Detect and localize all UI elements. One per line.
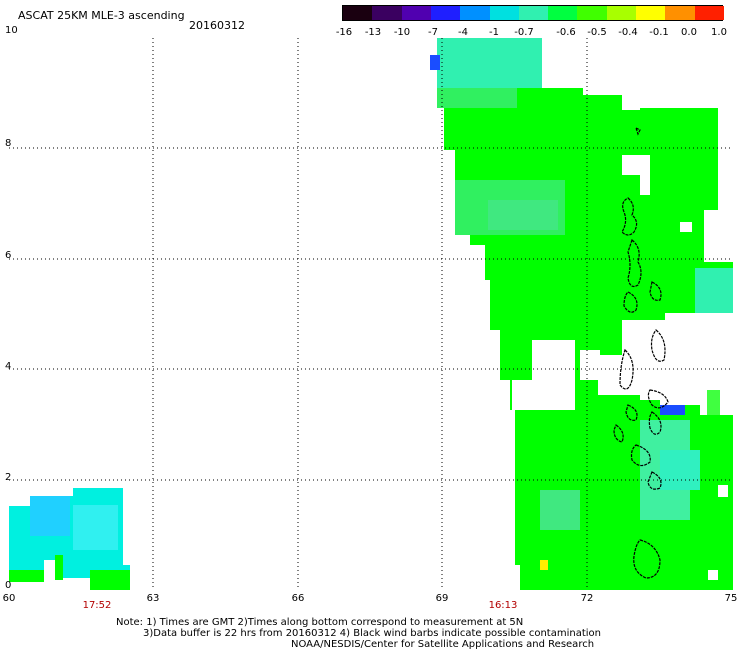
green-cell [90, 570, 130, 590]
colorbar-label: 0.0 [681, 27, 697, 38]
aqua-region [660, 450, 700, 490]
island-outline [634, 126, 641, 136]
colorbar-segment [401, 6, 432, 20]
colorbar-label: 1.0 [711, 27, 727, 38]
time-label-left: 17:52 [82, 600, 112, 611]
x-tick-label-66: 66 [291, 593, 305, 604]
colorbar-label: -0.5 [587, 27, 607, 38]
note-line-3: NOAA/NESDIS/Center for Satellite Applica… [291, 639, 595, 650]
colorbar-label: -7 [428, 27, 438, 38]
colorbar-segment [489, 6, 520, 20]
island-outline [647, 389, 669, 409]
light-green-region [488, 200, 558, 230]
colorbar-label: -0.6 [556, 27, 576, 38]
data-gap [532, 340, 575, 355]
colorbar-segment [636, 6, 666, 20]
colorbar-segment [343, 6, 373, 20]
island-outline [648, 411, 662, 435]
colorbar-label: -13 [364, 27, 382, 38]
colorbar-label: -16 [335, 27, 353, 38]
colorbar-segment [430, 6, 461, 20]
data-gap [718, 485, 728, 497]
colorbar [342, 5, 725, 21]
green-cell [707, 390, 720, 415]
colorbar-label: -4 [458, 27, 468, 38]
x-tick-label-75: 75 [724, 593, 738, 604]
blue-cell [660, 405, 685, 415]
colorbar-segment [460, 6, 491, 20]
island-outline [623, 291, 638, 313]
green-cell [55, 555, 63, 580]
y-tick-label-4: 4 [5, 361, 12, 372]
island-outline [633, 539, 661, 579]
island-outline [650, 329, 666, 362]
island-outline [627, 238, 642, 288]
coastline [613, 126, 669, 579]
blue-cell [430, 55, 440, 70]
map-date: 20160312 [189, 19, 245, 32]
colorbar-segment [665, 6, 696, 20]
light-green-region [437, 88, 517, 108]
y-tick-label-2: 2 [5, 472, 12, 483]
green-cell [9, 570, 44, 582]
note-line-1: Note: 1) Times are GMT 2)Times along bot… [116, 617, 524, 628]
colorbar-segment [577, 6, 608, 20]
colorbar-label: -10 [393, 27, 411, 38]
island-outline [613, 424, 624, 443]
aqua-region [437, 38, 542, 88]
colorbar-segment [372, 6, 403, 20]
island-outline [625, 404, 638, 421]
x-tick-label-63: 63 [146, 593, 160, 604]
data-gap [583, 75, 622, 95]
island-outline [647, 471, 662, 490]
data-gap [680, 222, 692, 232]
colorbar-label: -0.1 [649, 27, 669, 38]
x-tick-label-60: 60 [2, 593, 16, 604]
colorbar-segment [694, 6, 725, 20]
island-outline [649, 281, 662, 301]
data-gap [622, 155, 650, 195]
note-line-2: 3)Data buffer is 22 hrs from 20160312 4)… [143, 628, 601, 639]
light-green-region [540, 490, 580, 530]
colorbar-label: -1 [489, 27, 499, 38]
colorbar-label: -0.4 [618, 27, 638, 38]
colorbar-label: -0.7 [514, 27, 534, 38]
data-gap [708, 570, 718, 580]
cyan-cell [73, 505, 118, 550]
wind-data-layer [9, 38, 733, 590]
colorbar-segment [606, 6, 637, 20]
island-outline [630, 444, 651, 467]
x-tick-label-72: 72 [580, 593, 594, 604]
y-tick-label-8: 8 [5, 138, 12, 149]
y-tick-label-0: 0 [5, 580, 12, 591]
cyan-cell [30, 496, 70, 536]
island-outline [619, 348, 634, 390]
island-outline [621, 197, 638, 236]
yellow-cell [540, 560, 548, 570]
x-tick-label-69: 69 [435, 593, 449, 604]
aqua-region [695, 268, 733, 313]
data-gap [512, 380, 575, 410]
y-tick-label-10: 10 [5, 25, 18, 36]
time-label-right: 16:13 [488, 600, 518, 611]
map-title: ASCAT 25KM MLE-3 ascending [18, 9, 185, 22]
colorbar-segment [548, 6, 578, 20]
grid-lines [9, 38, 733, 590]
y-tick-label-6: 6 [5, 250, 12, 261]
colorbar-segment [518, 6, 549, 20]
